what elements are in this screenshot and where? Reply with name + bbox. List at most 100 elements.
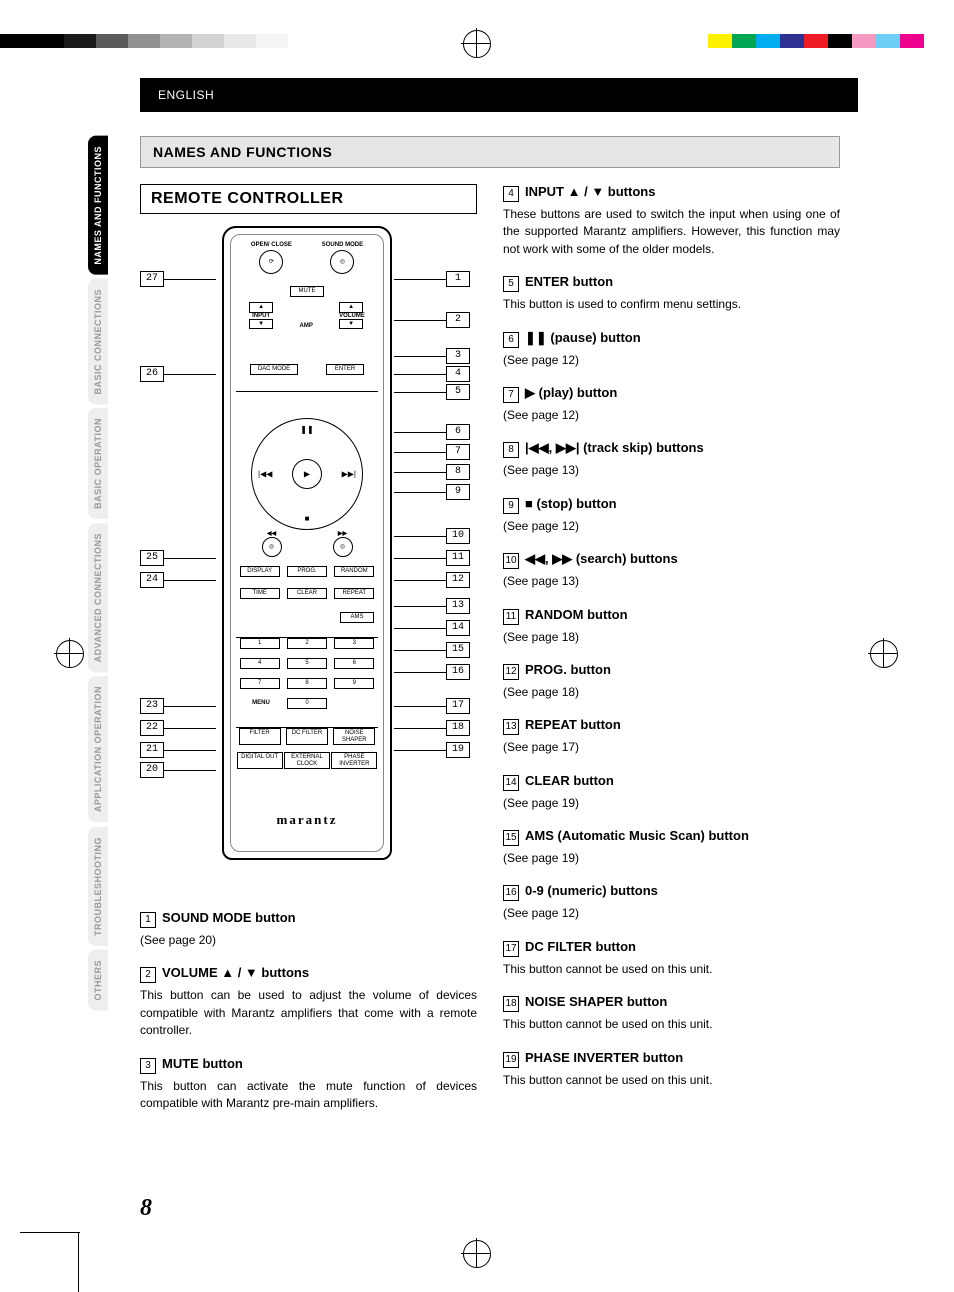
description-item: 17DC FILTER buttonThis button cannot be … bbox=[503, 939, 840, 978]
side-tab[interactable]: TROUBLESHOOTING bbox=[88, 827, 108, 946]
description-item: 3MUTE buttonThis button can activate the… bbox=[140, 1056, 477, 1113]
item-body: (See page 13) bbox=[503, 462, 840, 479]
remote-btn-label: OPEN/ CLOSE bbox=[251, 242, 292, 248]
callout: 3 bbox=[394, 348, 470, 364]
search-back-button: ◎ bbox=[262, 537, 282, 557]
item-title: RANDOM button bbox=[525, 607, 628, 622]
volume-up-button: ▲ bbox=[339, 302, 363, 313]
callout: 13 bbox=[394, 598, 470, 614]
color-swatch bbox=[780, 34, 804, 48]
color-swatch bbox=[732, 34, 756, 48]
item-body: (See page 13) bbox=[503, 573, 840, 590]
item-title: CLEAR button bbox=[525, 773, 614, 788]
callout: 12 bbox=[394, 572, 470, 588]
dac-mode-button: DAC MODE bbox=[250, 364, 298, 375]
item-number-box: 1 bbox=[140, 912, 156, 928]
item-number-box: 5 bbox=[503, 276, 519, 292]
description-item: 15AMS (Automatic Music Scan) button(See … bbox=[503, 828, 840, 867]
side-tab[interactable]: BASIC OPERATION bbox=[88, 408, 108, 519]
side-tab[interactable]: ADVANCED CONNECTIONS bbox=[88, 523, 108, 672]
description-item: 12PROG. button(See page 18) bbox=[503, 662, 840, 701]
crop-mark-icon bbox=[69, 638, 70, 668]
item-body: This button can be used to adjust the vo… bbox=[140, 987, 477, 1039]
item-body: This button can activate the mute functi… bbox=[140, 1078, 477, 1113]
noise-shaper-button: NOISE SHAPER bbox=[333, 728, 375, 745]
num-2-button: 2 bbox=[287, 638, 327, 649]
side-tab[interactable]: OTHERS bbox=[88, 950, 108, 1011]
brand-logo: marantz bbox=[224, 812, 390, 828]
callout: 6 bbox=[394, 424, 470, 440]
item-body: (See page 12) bbox=[503, 518, 840, 535]
item-number-box: 16 bbox=[503, 885, 519, 901]
item-number-box: 13 bbox=[503, 719, 519, 735]
num-7-button: 7 bbox=[240, 678, 280, 689]
callout: 10 bbox=[394, 528, 470, 544]
color-swatch bbox=[852, 34, 876, 48]
digital-out-button: DIGITAL OUT bbox=[237, 752, 283, 769]
description-item: 4INPUT ▲ / ▼ buttonsThese buttons are us… bbox=[503, 184, 840, 258]
search-fwd-button: ◎ bbox=[333, 537, 353, 557]
remote-body: OPEN/ CLOSE ⟳ SOUND MODE ◎ MUTE bbox=[222, 226, 392, 860]
external-clock-button: EXTERNAL CLOCK bbox=[284, 752, 330, 769]
description-item: 8|◀◀, ▶▶| (track skip) buttons(See page … bbox=[503, 440, 840, 479]
color-swatch bbox=[828, 34, 852, 48]
prog-button: PROG. bbox=[287, 566, 327, 577]
callout: 23 bbox=[140, 698, 216, 714]
num-9-button: 9 bbox=[334, 678, 374, 689]
item-title: INPUT ▲ / ▼ buttons bbox=[525, 184, 655, 199]
description-item: 14 CLEAR button (See page 19) bbox=[503, 773, 840, 812]
side-nav: NAMES AND FUNCTIONS BASIC CONNECTIONS BASI… bbox=[88, 136, 120, 1014]
item-title: PROG. button bbox=[525, 662, 611, 677]
num-5-button: 5 bbox=[287, 658, 327, 669]
input-up-button: ▲ bbox=[249, 302, 273, 313]
crop-mark-icon bbox=[476, 28, 477, 58]
item-body: (See page 19) bbox=[503, 795, 840, 812]
mute-button: MUTE bbox=[290, 286, 324, 297]
num-8-button: 8 bbox=[287, 678, 327, 689]
item-title: ◀◀, ▶▶ (search) buttons bbox=[525, 551, 678, 567]
enter-button: ENTER bbox=[326, 364, 364, 375]
item-number-box: 19 bbox=[503, 1052, 519, 1068]
callout: 5 bbox=[394, 384, 470, 400]
side-tab[interactable]: NAMES AND FUNCTIONS bbox=[88, 136, 108, 275]
remote-btn-label: AMP bbox=[299, 323, 312, 329]
callout: 7 bbox=[394, 444, 470, 460]
remote-btn-label: ◀◀ bbox=[262, 530, 282, 537]
callout: 17 bbox=[394, 698, 470, 714]
color-swatch bbox=[900, 34, 924, 48]
page-number: 8 bbox=[140, 1195, 152, 1222]
crop-mark-icon bbox=[463, 30, 491, 58]
crop-mark-icon bbox=[463, 1240, 491, 1268]
color-swatch bbox=[96, 34, 128, 48]
item-title: ❚❚ (pause) button bbox=[525, 330, 641, 346]
item-number-box: 14 bbox=[503, 775, 519, 791]
crop-mark-icon bbox=[56, 640, 84, 668]
item-number-box: 8 bbox=[503, 442, 519, 458]
phase-inverter-button: PHASE INVERTER bbox=[331, 752, 377, 769]
color-swatch bbox=[256, 34, 288, 48]
callout: 15 bbox=[394, 642, 470, 658]
ams-button: AMS bbox=[340, 612, 374, 623]
callout: 19 bbox=[394, 742, 470, 758]
open-close-button: ⟳ bbox=[259, 250, 283, 274]
side-tab[interactable]: BASIC CONNECTIONS bbox=[88, 279, 108, 405]
callout: 18 bbox=[394, 720, 470, 736]
item-body: This button cannot be used on this unit. bbox=[503, 961, 840, 978]
description-item: 160-9 (numeric) buttons(See page 12) bbox=[503, 883, 840, 922]
side-tab[interactable]: APPLICATION OPERATION bbox=[88, 676, 108, 822]
callout: 20 bbox=[140, 762, 216, 778]
item-title: ■ (stop) button bbox=[525, 496, 617, 511]
item-title: PHASE INVERTER button bbox=[525, 1050, 683, 1065]
color-swatch bbox=[64, 34, 96, 48]
item-body: (See page 12) bbox=[503, 407, 840, 424]
callout: 21 bbox=[140, 742, 216, 758]
repeat-button: REPEAT bbox=[334, 588, 374, 599]
color-swatch bbox=[756, 34, 780, 48]
section-title-banner: NAMES AND FUNCTIONS bbox=[140, 136, 840, 168]
time-button: TIME bbox=[240, 588, 280, 599]
callout: 1 bbox=[394, 271, 470, 287]
item-body: (See page 12) bbox=[503, 352, 840, 369]
description-item: 13REPEAT button(See page 17) bbox=[503, 717, 840, 756]
remote-btn-label: VOLUME bbox=[339, 313, 365, 319]
remote-btn-label: ▶▶ bbox=[333, 530, 353, 537]
